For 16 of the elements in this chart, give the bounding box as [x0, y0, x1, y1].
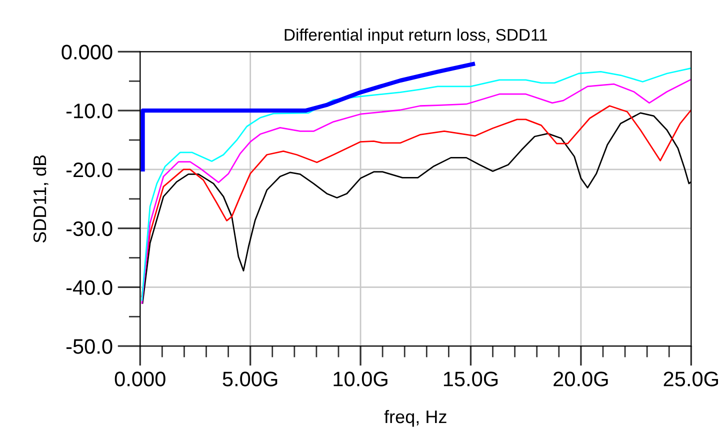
y-tick-label: -10.0 — [66, 104, 112, 118]
x-tick-label: 25.0G — [664, 372, 718, 386]
x-tick-label: 20.0G — [554, 372, 608, 386]
y-tick-label: -40.0 — [66, 280, 112, 295]
y-tick-label: 0.000 — [62, 44, 112, 60]
x-tick-label: 10.0G — [334, 372, 388, 386]
line-series — [140, 62, 476, 172]
x-tick-label: 5.00G — [222, 372, 278, 386]
x-tick-label: 15.0G — [444, 372, 498, 386]
x-tick-label: 0.000 — [114, 372, 166, 386]
y-tick-label: -30.0 — [66, 221, 112, 236]
chart-title: Differential input return loss, SDD11 — [284, 28, 547, 44]
y-axis-title: SDD11, dB — [32, 155, 48, 243]
y-tick-label: -50.0 — [66, 339, 112, 354]
x-axis-title: freq, Hz — [384, 410, 446, 427]
y-tick-label: -20.0 — [66, 162, 112, 178]
